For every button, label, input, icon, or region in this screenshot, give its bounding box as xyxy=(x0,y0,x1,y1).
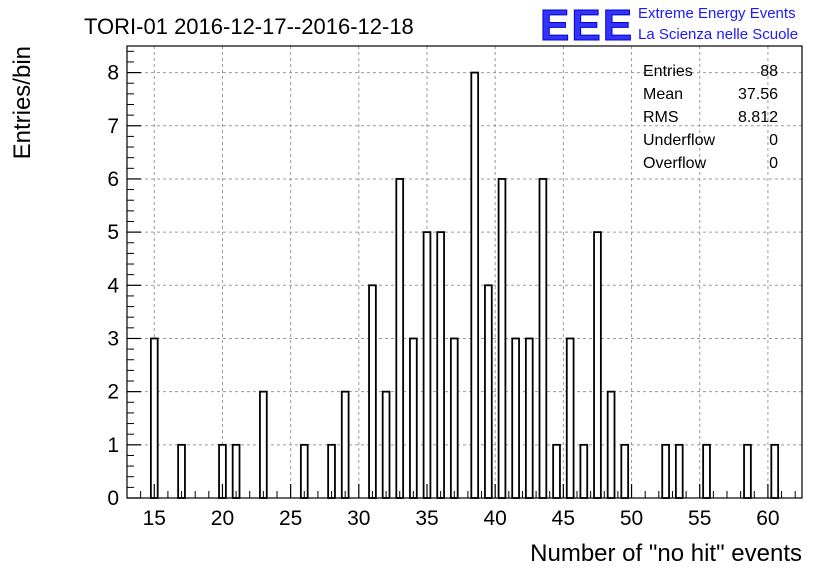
histogram-bar xyxy=(149,337,159,499)
stats-box: Entries 88 Mean 37.56 RMS 8.812 Underflow 0 Over… xyxy=(643,63,778,172)
histogram-bar xyxy=(511,337,520,499)
x-tick-label: 15 xyxy=(143,507,166,530)
histogram-bar xyxy=(661,443,670,499)
histogram-bar xyxy=(524,337,534,499)
x-tick-label: 40 xyxy=(484,507,507,530)
y-tick-label: 3 xyxy=(107,327,119,350)
histogram-bar xyxy=(231,443,241,499)
histogram-bar xyxy=(538,178,548,499)
x-tick-label: 25 xyxy=(279,507,302,530)
histogram-bar xyxy=(395,178,405,499)
y-tick-label: 0 xyxy=(107,487,119,510)
x-tick-label: 55 xyxy=(688,507,711,530)
y-tick-label: 8 xyxy=(107,62,119,85)
stats-value: 88 xyxy=(760,63,778,80)
stats-value: 0 xyxy=(769,155,778,172)
x-axis-title: Number of "no hit" events xyxy=(530,540,802,567)
histogram-bar xyxy=(368,284,377,499)
chart-title: TORI-01 2016-12-17--2016-12-18 xyxy=(84,14,414,39)
y-tick-labels: 0 1 2 3 4 5 6 7 8 xyxy=(107,62,119,510)
histogram-bar xyxy=(449,337,459,499)
y-tick-label: 7 xyxy=(107,115,119,138)
axis-ticks xyxy=(126,50,796,499)
histogram-bar xyxy=(409,337,418,499)
grid xyxy=(127,46,802,498)
x-tick-label: 45 xyxy=(552,507,575,530)
x-tick-label: 20 xyxy=(211,507,234,530)
histogram-bar xyxy=(177,443,186,499)
histogram-bar xyxy=(436,231,445,499)
eee-logo: EEE Extreme Energy Events La Scienza nel… xyxy=(540,1,799,51)
x-tick-label: 60 xyxy=(756,507,779,530)
histogram-bar xyxy=(497,178,507,499)
y-tick-label: 5 xyxy=(107,221,119,244)
histogram-bar xyxy=(552,443,561,499)
histogram-bar xyxy=(702,443,711,499)
histogram-bar xyxy=(565,337,575,499)
stats-value: 8.812 xyxy=(738,109,778,126)
stats-value: 37.56 xyxy=(738,86,778,103)
histogram-bar xyxy=(743,443,752,499)
x-tick-label: 30 xyxy=(347,507,370,530)
histogram-bar xyxy=(299,443,309,499)
stats-label: RMS xyxy=(643,109,679,126)
y-axis-title: Entries/bin xyxy=(9,46,36,159)
x-tick-label: 35 xyxy=(415,507,438,530)
logo-line1: Extreme Energy Events xyxy=(638,5,796,22)
histogram-bar xyxy=(422,231,432,499)
y-tick-label: 4 xyxy=(107,274,119,297)
histogram-bar xyxy=(470,71,480,499)
plot-frame xyxy=(126,45,803,499)
stats-label: Overflow xyxy=(643,155,707,172)
histogram-bar xyxy=(579,443,589,499)
x-tick-label: 50 xyxy=(620,507,643,530)
x-tick-labels: 15 20 25 30 35 40 45 50 55 60 xyxy=(143,507,780,530)
stats-label: Mean xyxy=(643,86,683,103)
y-tick-label: 1 xyxy=(107,434,119,457)
logo-line2: La Scienza nelle Scuole xyxy=(638,26,798,43)
histogram-bar xyxy=(259,390,268,499)
stats-value: 0 xyxy=(769,132,778,149)
histogram-bar xyxy=(593,231,602,499)
histogram-bar xyxy=(340,390,350,499)
stats-label: Underflow xyxy=(643,132,715,149)
logo-mark: EEE xyxy=(540,1,634,50)
stats-label: Entries xyxy=(643,63,693,80)
y-tick-label: 6 xyxy=(107,168,119,191)
histogram-bar xyxy=(674,443,684,499)
y-tick-label: 2 xyxy=(107,381,119,404)
histogram-bar xyxy=(327,443,336,499)
histogram-bar xyxy=(381,390,391,499)
histogram-bar xyxy=(606,390,616,499)
histogram-bar xyxy=(770,443,780,499)
histogram-bar xyxy=(484,284,493,499)
histogram-bar xyxy=(620,443,630,499)
